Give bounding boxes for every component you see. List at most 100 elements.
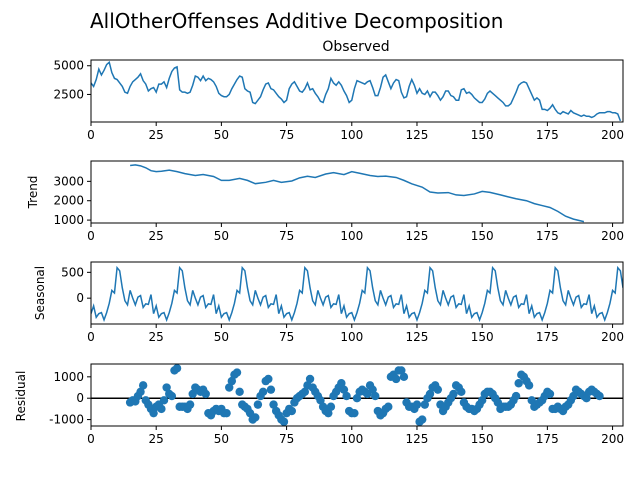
seasonal-x-tick-label: 100 <box>340 330 363 344</box>
observed-x-tick-label: 0 <box>87 128 95 142</box>
seasonal-axes-frame <box>90 261 624 325</box>
residual-point <box>201 389 210 399</box>
residual-x-tick-label: 175 <box>536 432 559 446</box>
residual-point <box>159 396 169 405</box>
residual-point <box>269 400 278 409</box>
residual-point <box>222 408 231 418</box>
residual-point <box>157 404 166 414</box>
trend-axes-frame <box>90 160 624 224</box>
figure-title: AllOtherOffenses Additive Decomposition <box>90 9 503 33</box>
seasonal-x-tick-label: 150 <box>471 330 494 344</box>
trend-x-tick-label: 25 <box>149 229 164 243</box>
trend-y-tick-label: 1000 <box>53 213 84 227</box>
residual-point <box>368 385 377 394</box>
observed-x-tick-label: 200 <box>601 128 624 142</box>
residual-point <box>384 402 393 411</box>
observed-title: Observed <box>322 39 389 55</box>
observed-panel: Observed 0 25 50 75 100 125 150 175 200 2500 5000 <box>53 39 624 142</box>
residual-point <box>477 396 487 405</box>
seasonal-x-tick-label: 125 <box>406 330 429 344</box>
observed-x-tick-label: 25 <box>149 128 164 142</box>
residual-point <box>162 383 171 392</box>
seasonal-y-tick-label: 500 <box>61 265 84 279</box>
residual-point <box>172 364 182 373</box>
trend-panel: Trend 0 25 50 75 100 125 150 175 200 1000 2000 3000 <box>26 160 624 243</box>
residual-axes-frame <box>90 363 624 427</box>
residual-point <box>253 400 263 409</box>
observed-series-line <box>91 60 622 122</box>
residual-point <box>399 372 409 382</box>
residual-point <box>258 387 268 396</box>
residual-point <box>279 417 289 426</box>
observed-x-tick-label: 150 <box>471 128 494 142</box>
residual-panel: Residual 0 25 50 75 100 125 150 175 200-10000100… <box>14 363 624 446</box>
trend-x-tick-label: 125 <box>406 229 429 243</box>
seasonal-x-tick-label: 175 <box>536 330 559 344</box>
residual-x-tick-label: 50 <box>214 432 229 446</box>
seasonal-x-tick-label: 25 <box>149 330 164 344</box>
seasonal-x-tick-label: 50 <box>214 330 229 344</box>
residual-point <box>524 381 534 390</box>
residual-point <box>287 406 296 416</box>
residual-point <box>225 383 234 392</box>
residual-point <box>136 387 145 396</box>
residual-point <box>342 391 351 401</box>
residual-point <box>350 408 359 418</box>
residual-point <box>595 391 604 401</box>
residual-point <box>420 400 429 409</box>
residual-point <box>582 394 591 403</box>
trend-x-tick-label: 100 <box>340 229 363 243</box>
residual-point <box>352 394 362 403</box>
observed-x-tick-label: 175 <box>536 128 559 142</box>
residual-point <box>232 368 242 377</box>
residual-point <box>449 389 458 399</box>
seasonal-x-tick-label: 0 <box>87 330 95 344</box>
observed-x-tick-label: 75 <box>279 128 294 142</box>
residual-point <box>511 391 521 401</box>
residual-point <box>545 389 555 399</box>
residual-x-tick-label: 75 <box>279 432 294 446</box>
seasonal-ylabel: Seasonal <box>33 266 47 320</box>
residual-x-tick-label: 125 <box>406 432 429 446</box>
seasonal-series-line <box>91 265 623 323</box>
trend-x-tick-label: 150 <box>471 229 494 243</box>
trend-x-tick-label: 75 <box>279 229 294 243</box>
residual-x-tick-label: 0 <box>87 432 95 446</box>
trend-x-tick-label: 200 <box>601 229 624 243</box>
trend-x-tick-label: 50 <box>214 229 229 243</box>
residual-point <box>457 387 466 396</box>
residual-point <box>235 387 244 396</box>
trend-x-tick-label: 0 <box>87 229 95 243</box>
observed-axes-frame <box>90 59 624 123</box>
seasonal-x-tick-label: 75 <box>279 330 294 344</box>
observed-x-tick-label: 50 <box>214 128 229 142</box>
residual-point <box>227 376 237 386</box>
residual-point <box>305 374 315 384</box>
residual-point <box>300 387 310 396</box>
trend-x-tick-label: 175 <box>536 229 559 243</box>
residual-point <box>316 396 325 405</box>
residual-point <box>433 385 443 394</box>
residual-point <box>138 381 148 390</box>
residual-y-tick-label: -1000 <box>49 413 84 427</box>
seasonal-y-tick-label: 0 <box>76 291 84 305</box>
residual-point <box>339 385 349 394</box>
residual-x-tick-label: 200 <box>601 432 624 446</box>
trend-y-tick-label: 3000 <box>53 174 84 188</box>
residual-point <box>185 400 195 409</box>
residual-point <box>418 415 427 424</box>
trend-series-line <box>130 164 585 223</box>
observed-y-tick-label: 5000 <box>53 59 84 73</box>
residual-point <box>149 408 158 418</box>
observed-x-tick-label: 100 <box>340 128 363 142</box>
residual-point <box>264 374 273 384</box>
residual-point <box>397 366 406 375</box>
residual-point <box>324 408 333 418</box>
residual-point <box>391 374 401 384</box>
observed-y-tick-label: 2500 <box>53 87 84 101</box>
residual-point <box>412 400 422 409</box>
residual-point <box>514 379 523 388</box>
residual-point <box>167 391 177 401</box>
seasonal-panel: Seasonal 0 25 50 75 100 125 150 175 200 0 500 <box>33 261 624 344</box>
seasonal-x-tick-label: 200 <box>601 330 624 344</box>
